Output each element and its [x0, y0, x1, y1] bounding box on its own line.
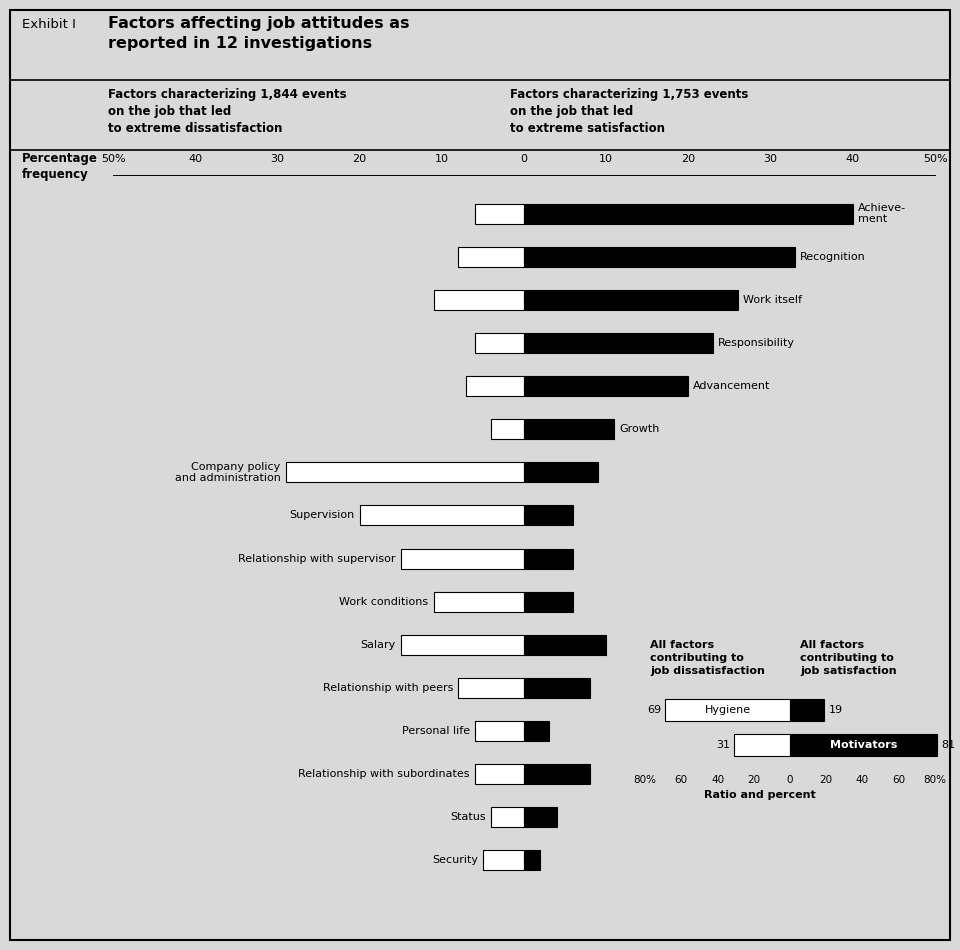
Text: Percentage
frequency: Percentage frequency [22, 152, 98, 181]
Bar [733, 734, 790, 756]
Text: Achieve-
ment: Achieve- ment [858, 202, 906, 224]
Text: 20: 20 [352, 154, 367, 164]
Text: Growth: Growth [619, 425, 660, 434]
Text: Advancement: Advancement [693, 381, 771, 391]
Bar [474, 764, 524, 784]
Bar [492, 808, 524, 827]
Text: Company policy
and administration: Company policy and administration [175, 462, 280, 484]
Text: Status: Status [450, 812, 486, 823]
Text: 60: 60 [892, 775, 905, 785]
Bar [458, 247, 524, 267]
Text: Factors characterizing 1,844 events
on the job that led
to extreme dissatisfacti: Factors characterizing 1,844 events on t… [108, 88, 347, 135]
Bar [524, 548, 573, 568]
Text: 20: 20 [682, 154, 695, 164]
Text: Salary: Salary [360, 639, 396, 650]
Bar [524, 203, 852, 223]
Bar [524, 290, 737, 310]
Text: 60: 60 [675, 775, 687, 785]
Text: 50%: 50% [101, 154, 126, 164]
Bar [524, 592, 573, 612]
Bar [492, 419, 524, 439]
Bar [524, 764, 589, 784]
Text: Personal life: Personal life [401, 726, 469, 736]
Bar [458, 678, 524, 698]
Text: All factors
contributing to
job dissatisfaction: All factors contributing to job dissatis… [650, 640, 765, 675]
Text: Responsibility: Responsibility [718, 338, 795, 348]
Text: 19: 19 [828, 705, 843, 715]
Text: 40: 40 [188, 154, 203, 164]
Bar [524, 678, 589, 698]
Text: Motivators: Motivators [829, 740, 897, 750]
Bar [790, 699, 825, 721]
Text: 81: 81 [941, 740, 955, 750]
Text: 40: 40 [856, 775, 869, 785]
Bar [524, 850, 540, 870]
Text: Recognition: Recognition [801, 252, 866, 261]
Bar [524, 505, 573, 525]
Bar [524, 635, 606, 655]
Bar [400, 548, 524, 568]
Text: Work itself: Work itself [743, 294, 802, 305]
Text: Relationship with peers: Relationship with peers [323, 683, 453, 693]
Text: Ratio and percent: Ratio and percent [704, 790, 816, 800]
Bar [483, 850, 524, 870]
Bar [467, 376, 524, 396]
Bar [524, 808, 557, 827]
Bar [400, 635, 524, 655]
Bar [434, 290, 524, 310]
Bar [474, 332, 524, 353]
Bar [286, 463, 524, 483]
Text: 80%: 80% [634, 775, 657, 785]
Bar [434, 592, 524, 612]
Text: Factors affecting job attitudes as
reported in 12 investigations: Factors affecting job attitudes as repor… [108, 16, 410, 50]
Bar [524, 247, 795, 267]
Bar [360, 505, 524, 525]
Bar [524, 463, 598, 483]
Text: 10: 10 [435, 154, 449, 164]
Bar [474, 721, 524, 741]
Text: 20: 20 [747, 775, 760, 785]
Bar [524, 376, 688, 396]
Text: Security: Security [432, 855, 478, 865]
Text: Factors characterizing 1,753 events
on the job that led
to extreme satisfaction: Factors characterizing 1,753 events on t… [510, 88, 749, 135]
Text: Hygiene: Hygiene [705, 705, 751, 715]
Bar [790, 734, 937, 756]
Text: 30: 30 [763, 154, 778, 164]
Bar [524, 419, 614, 439]
Text: 80%: 80% [924, 775, 947, 785]
Text: Relationship with subordinates: Relationship with subordinates [299, 770, 469, 779]
Text: 0: 0 [520, 154, 527, 164]
Text: 0: 0 [787, 775, 793, 785]
Text: 10: 10 [599, 154, 613, 164]
Text: 50%: 50% [923, 154, 948, 164]
Bar [474, 203, 524, 223]
Text: Work conditions: Work conditions [340, 597, 428, 607]
Text: 20: 20 [820, 775, 833, 785]
Text: Relationship with supervisor: Relationship with supervisor [238, 554, 396, 563]
Text: Exhibit I: Exhibit I [22, 18, 76, 31]
Bar [524, 332, 713, 353]
Text: 30: 30 [271, 154, 284, 164]
Text: 40: 40 [711, 775, 724, 785]
Text: 69: 69 [647, 705, 660, 715]
Text: All factors
contributing to
job satisfaction: All factors contributing to job satisfac… [800, 640, 897, 675]
Bar [524, 721, 549, 741]
Bar [665, 699, 790, 721]
Text: 40: 40 [846, 154, 860, 164]
Text: Supervision: Supervision [289, 510, 354, 521]
Text: 31: 31 [716, 740, 730, 750]
